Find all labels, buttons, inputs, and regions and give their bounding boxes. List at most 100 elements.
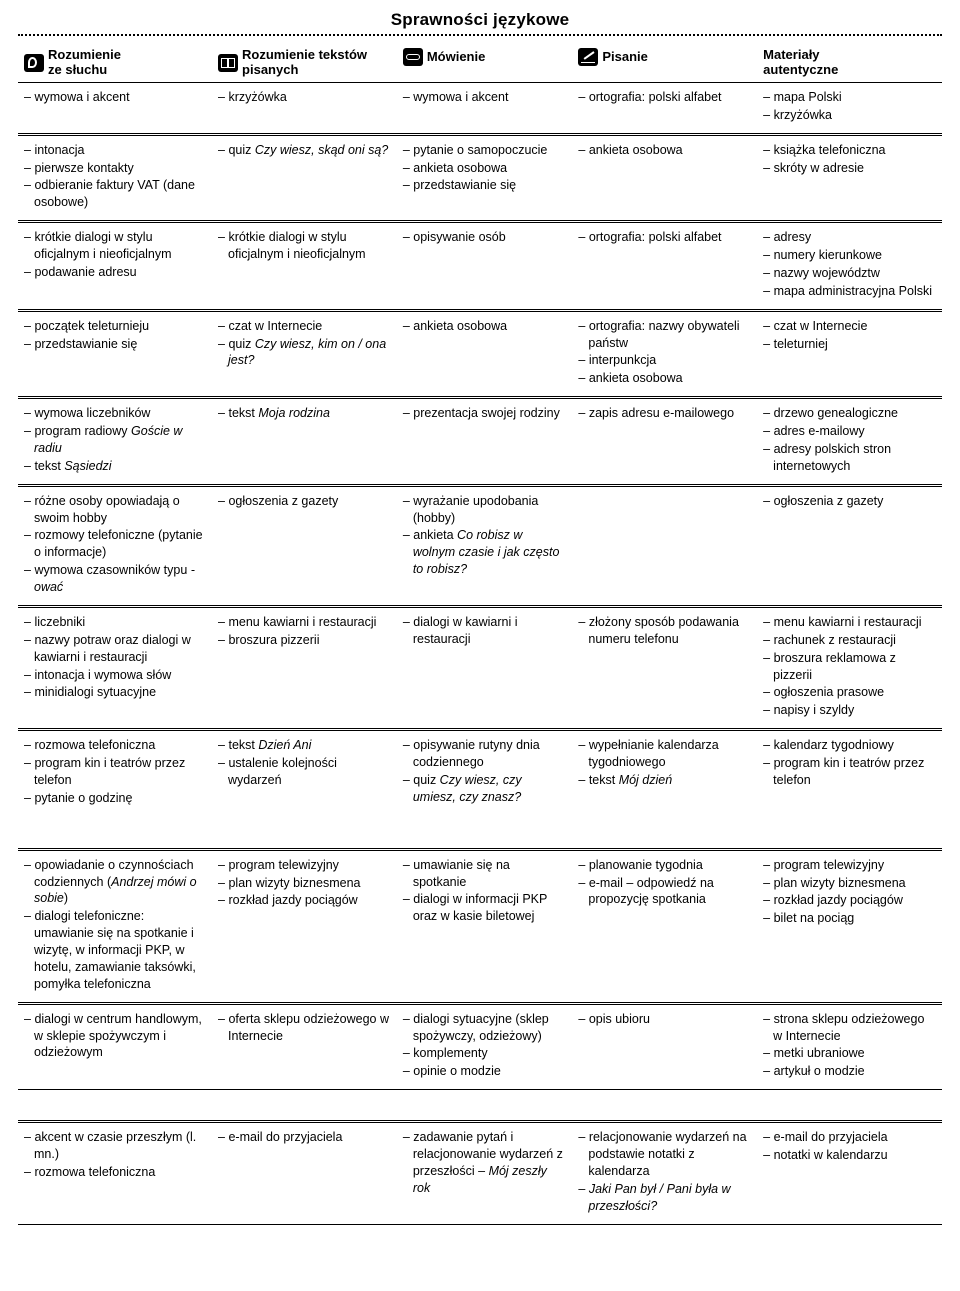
item-list: tekst Dzień Aniustalenie kolejności wyda… [218, 737, 391, 789]
table-cell: krótkie dialogi w stylu oficjalnym i nie… [212, 222, 397, 311]
table-cell: zadawanie pytań i relacjonowanie wydarze… [397, 1122, 573, 1224]
table-cell: intonacjapierwsze kontaktyodbieranie fak… [18, 134, 212, 222]
item-list: planowanie tygodniae-mail – odpowiedź na… [578, 857, 751, 909]
list-item: dialogi sytuacyjne (sklep spożywczy, odz… [403, 1011, 567, 1045]
list-item: adres e-mailowy [763, 423, 936, 440]
list-item: opowiadanie o czynnościach codziennych (… [24, 857, 206, 908]
list-item: komplementy [403, 1045, 567, 1062]
book-icon [218, 54, 238, 72]
column-header: Mówienie [397, 42, 573, 82]
list-item: tekst Moja rodzina [218, 405, 391, 422]
table-cell: ogłoszenia z gazety [757, 485, 942, 606]
list-item: adresy polskich stron internetowych [763, 441, 936, 475]
list-item: teleturniej [763, 336, 936, 353]
item-list: tekst Moja rodzina [218, 405, 391, 422]
list-item: intonacja i wymowa słów [24, 667, 206, 684]
list-item: program telewizyjny [218, 857, 391, 874]
list-item: dialogi w centrum handlowym, w sklepie s… [24, 1011, 206, 1062]
list-item: program kin i teatrów przez telefon [24, 755, 206, 789]
column-header: Rozumienie tekstówpisanych [212, 42, 397, 82]
list-item: rozmowy telefoniczne (pytanie o informac… [24, 527, 206, 561]
table-cell: ortografia: polski alfabet [572, 82, 757, 134]
list-item: czat w Internecie [218, 318, 391, 335]
table-cell: mapa Polskikrzyżówka [757, 82, 942, 134]
item-list: program telewizyjnyplan wizyty biznesmen… [763, 857, 936, 928]
list-item: relacjonowanie wydarzeń na podstawie not… [578, 1129, 751, 1180]
table-cell: ankieta osobowa [572, 134, 757, 222]
list-item: początek teleturnieju [24, 318, 206, 335]
list-item: ankieta osobowa [578, 370, 751, 387]
table-cell: wyrażanie upodobania (hobby)ankieta Co r… [397, 485, 573, 606]
item-list: początek teleturniejuprzedstawianie się [24, 318, 206, 353]
skills-table: Rozumienieze słuchu Rozumienie tekstówpis… [18, 42, 942, 1225]
table-row: początek teleturniejuprzedstawianie się c… [18, 310, 942, 398]
list-item: numery kierunkowe [763, 247, 936, 264]
list-item: Jaki Pan był / Pani była w przeszłości? [578, 1181, 751, 1215]
item-list: czat w Internecieteleturniej [763, 318, 936, 353]
table-cell: dialogi w kawiarni i restauracji [397, 606, 573, 729]
table-cell: złożony sposób podawania numeru telefonu [572, 606, 757, 729]
item-list: dialogi sytuacyjne (sklep spożywczy, odz… [403, 1011, 567, 1081]
item-list: oferta sklepu odzieżowego w Internecie [218, 1011, 391, 1045]
item-list: rozmowa telefonicznaprogram kin i teatró… [24, 737, 206, 807]
list-item: napisy i szyldy [763, 702, 936, 719]
list-item: ortografia: polski alfabet [578, 229, 751, 246]
list-item: tekst Mój dzień [578, 772, 751, 789]
table-cell: menu kawiarni i restauracjibroszura pizz… [212, 606, 397, 729]
list-item: ustalenie kolejności wydarzeń [218, 755, 391, 789]
item-list: menu kawiarni i restauracjibroszura pizz… [218, 614, 391, 649]
item-list: złożony sposób podawania numeru telefonu [578, 614, 751, 648]
item-list: ortografia: polski alfabet [578, 229, 751, 246]
list-item: liczebniki [24, 614, 206, 631]
item-list: program telewizyjnyplan wizyty biznesmen… [218, 857, 391, 910]
item-list: krótkie dialogi w stylu oficjalnym i nie… [218, 229, 391, 263]
list-item: dialogi w kawiarni i restauracji [403, 614, 567, 648]
item-list: opowiadanie o czynnościach codziennych (… [24, 857, 206, 993]
item-list: wymowa i akcent [24, 89, 206, 106]
table-cell: opisywanie osób [397, 222, 573, 311]
table-cell: opis ubioru [572, 1003, 757, 1090]
list-item: minidialogi sytuacyjne [24, 684, 206, 701]
table-cell: akcent w czasie przeszłym (l. mn.)rozmow… [18, 1122, 212, 1224]
table-cell: strona sklepu odzieżowego w Internecieme… [757, 1003, 942, 1090]
list-item: dialogi w informacji PKP oraz w kasie bi… [403, 891, 567, 925]
list-item: program kin i teatrów przez telefon [763, 755, 936, 789]
header-label: Mówienie [427, 50, 486, 65]
table-cell: rozmowa telefonicznaprogram kin i teatró… [18, 730, 212, 850]
item-list: ogłoszenia z gazety [218, 493, 391, 510]
pen-icon [578, 48, 598, 66]
list-item: ankieta osobowa [578, 142, 751, 159]
item-list: ankieta osobowa [403, 318, 567, 335]
list-item: ogłoszenia prasowe [763, 684, 936, 701]
table-header: Rozumienieze słuchu Rozumienie tekstówpis… [18, 42, 942, 82]
list-item: notatki w kalendarzu [763, 1147, 936, 1164]
table-cell: wymowa i akcent [18, 82, 212, 134]
table-cell: początek teleturniejuprzedstawianie się [18, 310, 212, 398]
list-item: krótkie dialogi w stylu oficjalnym i nie… [218, 229, 391, 263]
header-label: Pisanie [602, 50, 648, 65]
item-list: menu kawiarni i restauracjirachunek z re… [763, 614, 936, 719]
table-cell: krzyżówka [212, 82, 397, 134]
list-item: ankieta osobowa [403, 318, 567, 335]
list-item: umawianie się na spotkanie [403, 857, 567, 891]
header-label: Rozumienieze słuchu [48, 48, 121, 78]
list-item: pierwsze kontakty [24, 160, 206, 177]
item-list: wyrażanie upodobania (hobby)ankieta Co r… [403, 493, 567, 578]
table-cell: dialogi sytuacyjne (sklep spożywczy, odz… [397, 1003, 573, 1090]
item-list: ortografia: polski alfabet [578, 89, 751, 106]
list-item: zadawanie pytań i relacjonowanie wydarze… [403, 1129, 567, 1197]
table-cell: opisywanie rutyny dnia codziennegoquiz C… [397, 730, 573, 850]
header-label: Rozumienie tekstówpisanych [242, 48, 367, 78]
item-list: opisywanie rutyny dnia codziennegoquiz C… [403, 737, 567, 806]
column-header: Pisanie [572, 42, 757, 82]
table-row: różne osoby opowiadają o swoim hobbyrozm… [18, 485, 942, 606]
table-cell: pytanie o samopoczucieankieta osobowaprz… [397, 134, 573, 222]
list-item: planowanie tygodnia [578, 857, 751, 874]
list-item: menu kawiarni i restauracji [218, 614, 391, 631]
item-list: umawianie się na spotkaniedialogi w info… [403, 857, 567, 926]
item-list: pytanie o samopoczucieankieta osobowaprz… [403, 142, 567, 195]
item-list: akcent w czasie przeszłym (l. mn.)rozmow… [24, 1129, 206, 1181]
table-cell: książka telefonicznaskróty w adresie [757, 134, 942, 222]
page-title: Sprawności językowe [18, 10, 942, 32]
gap-row [18, 1090, 942, 1122]
